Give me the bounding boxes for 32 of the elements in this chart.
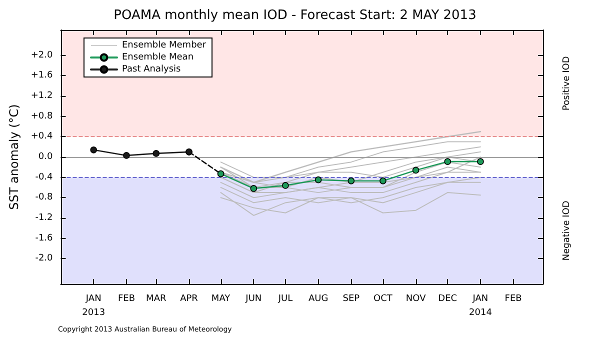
x-tick-label: JUN	[244, 294, 262, 304]
y-tick-label: -0.4	[35, 172, 54, 182]
x-tick-label: MAY	[211, 294, 231, 304]
x-tick-label: OCT	[374, 294, 393, 304]
chart-title: POAMA monthly mean IOD - Forecast Start: 2 MAY 2013	[114, 8, 476, 23]
x-tick-label: SEP	[342, 294, 360, 304]
x-tick-label: DEC	[438, 294, 458, 304]
x-tick-label: FEB	[118, 294, 135, 304]
band-label: Positive IOD	[562, 56, 572, 110]
y-tick-label: +2.0	[30, 50, 54, 60]
x-tick-label: JAN 2013	[82, 294, 106, 318]
y-tick-label: +0.8	[30, 111, 54, 122]
y-tick-label: +1.2	[30, 91, 53, 102]
y-tick-label: -1.2	[35, 212, 53, 223]
band-label: Negative IOD	[562, 200, 572, 261]
y-axis-title: SST anomaly (°C)	[7, 104, 21, 210]
legend-label: Ensemble Mean	[122, 52, 194, 62]
y-tick-label: +1.6	[30, 70, 54, 81]
x-tick-label: NOV	[406, 294, 427, 304]
y-tick-label: -2.0	[35, 254, 54, 264]
y-tick-label: +0.4	[30, 132, 54, 142]
x-tick-label: JUL	[277, 294, 293, 304]
x-tick-label: APR	[180, 294, 198, 304]
legend-label: Ensemble Member	[122, 40, 206, 50]
y-tick-label: 0.0	[38, 152, 54, 162]
legend-label: Past Analysis	[122, 64, 182, 74]
x-tick-label: MAR	[146, 294, 166, 304]
y-tick-label: -0.8	[35, 192, 54, 203]
x-tick-label: JAN 2014	[469, 294, 492, 318]
y-tick-label: -1.6	[35, 233, 54, 244]
x-tick-label: AUG	[308, 294, 328, 304]
x-tick-label: FEB	[504, 294, 522, 304]
